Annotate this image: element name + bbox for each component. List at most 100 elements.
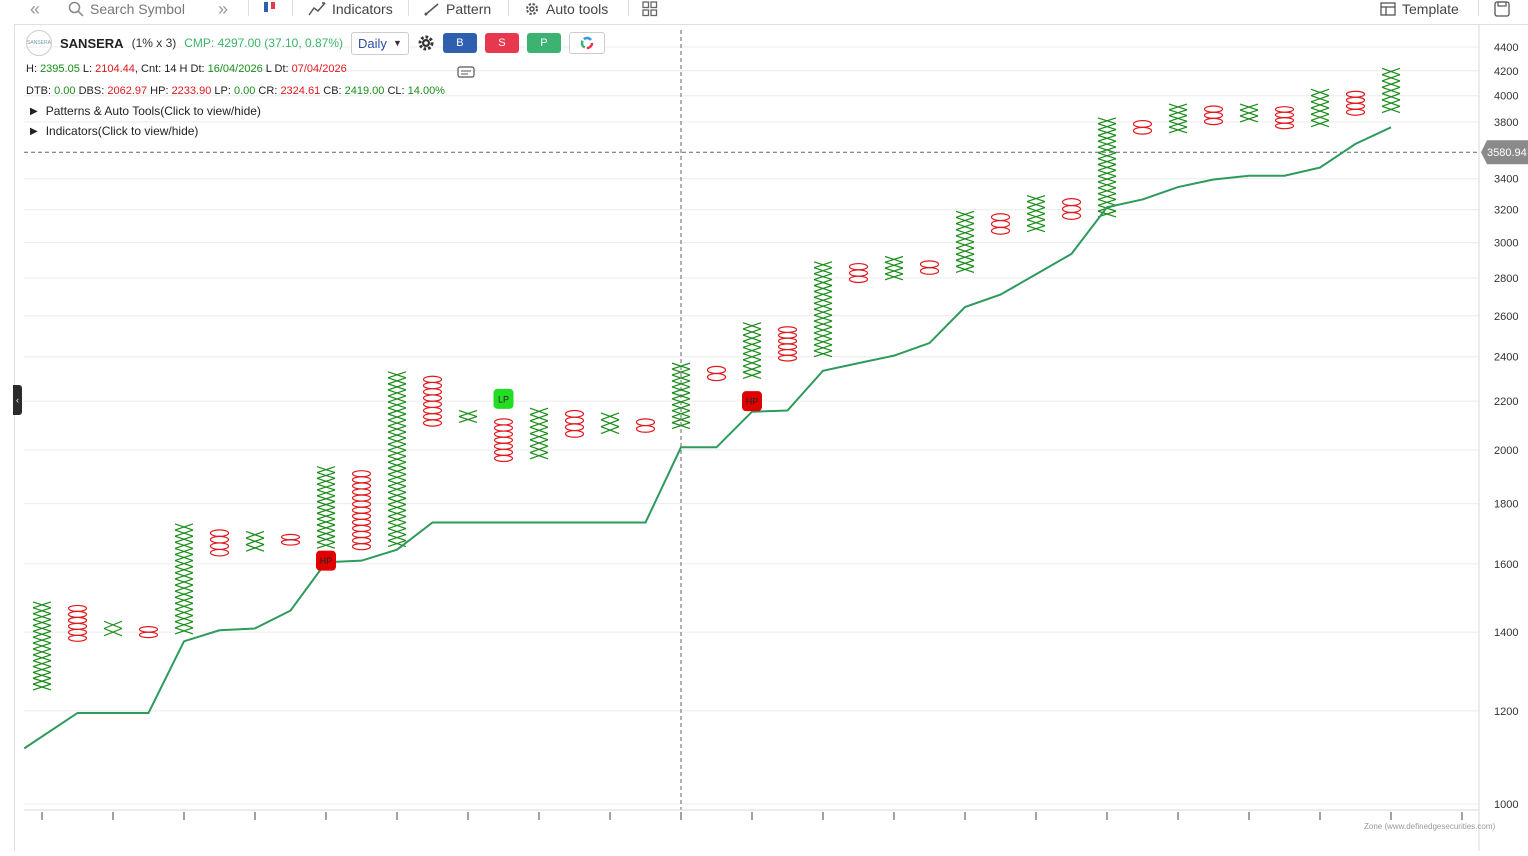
o-column <box>138 626 159 639</box>
x-mark <box>387 527 407 536</box>
o-mark <box>777 331 798 339</box>
x-mark <box>955 241 975 249</box>
y-tick-label: 2000 <box>1494 445 1518 457</box>
comment-icon[interactable] <box>457 66 475 80</box>
marker-label: HP <box>320 556 333 566</box>
x-mark <box>813 302 833 310</box>
x-mark <box>742 359 762 367</box>
indicators-button[interactable]: Indicators <box>308 0 393 18</box>
x-column <box>529 407 549 460</box>
x-mark <box>1026 219 1046 227</box>
x-mark <box>32 677 52 685</box>
o-column <box>493 418 514 463</box>
x-mark <box>1239 103 1259 111</box>
y-tick-label: 2200 <box>1494 396 1518 408</box>
x-mark <box>32 624 52 632</box>
o-mark <box>138 631 159 639</box>
o-column <box>1345 90 1366 116</box>
o-mark <box>67 616 88 624</box>
candle-type-icon[interactable] <box>262 0 278 18</box>
x-column <box>103 620 123 637</box>
x-mark <box>316 530 336 538</box>
o-mark <box>1061 211 1082 220</box>
x-mark <box>529 426 549 435</box>
sell-button[interactable]: S <box>484 33 519 53</box>
x-mark <box>1097 187 1117 195</box>
x-mark <box>1097 198 1117 206</box>
pnf-chart[interactable]: HP LP HP 1000 1200 1400 1600 1800 2000 2200 2400 2… <box>0 24 1528 851</box>
x-mark <box>742 353 762 361</box>
x-mark <box>316 535 336 543</box>
x-mark <box>1168 103 1188 111</box>
patterns-toggle[interactable]: ▶ Patterns & Auto Tools(Click to view/hi… <box>30 104 261 118</box>
x-mark <box>387 413 407 421</box>
x-mark <box>813 308 833 316</box>
x-mark <box>671 368 691 376</box>
template-button[interactable]: Template <box>1380 0 1459 18</box>
marker-badge <box>742 391 762 412</box>
x-mark <box>32 660 52 668</box>
o-mark <box>1061 204 1082 214</box>
x-mark <box>316 489 336 497</box>
x-mark <box>529 451 549 460</box>
o-mark <box>1203 117 1224 126</box>
current-price-label: 3580.94 <box>1487 147 1527 159</box>
o-mark <box>209 548 230 557</box>
x-mark <box>32 642 52 650</box>
o-mark <box>422 381 443 390</box>
expand-right-icon[interactable]: » <box>218 0 229 19</box>
o-mark <box>422 394 443 402</box>
symbol-name[interactable]: SANSERA <box>60 35 124 51</box>
x-mark <box>387 503 407 512</box>
o-mark <box>777 348 798 356</box>
x-mark <box>671 380 691 388</box>
x-mark <box>955 265 975 274</box>
o-mark <box>493 442 514 450</box>
o-mark <box>351 518 372 526</box>
search-symbol[interactable]: Search Symbol <box>68 0 185 18</box>
x-mark <box>387 509 407 518</box>
x-mark <box>174 529 194 537</box>
color-wheel-button[interactable] <box>568 32 605 54</box>
indicators-toggle[interactable]: ▶ Indicators(Click to view/hide) <box>30 124 199 138</box>
y-tick-label: 1800 <box>1494 499 1518 511</box>
x-mark <box>1310 88 1330 97</box>
auto-tools-button[interactable]: Auto tools <box>524 0 608 18</box>
o-mark <box>635 418 656 427</box>
x-mark <box>387 377 407 385</box>
collapse-panel-tab[interactable]: ‹ <box>13 385 22 415</box>
o-mark <box>990 219 1011 228</box>
collapse-left-icon[interactable]: « <box>30 0 41 19</box>
buy-button[interactable]: B <box>442 33 477 53</box>
x-column <box>1097 117 1117 218</box>
x-mark <box>458 409 478 418</box>
x-mark <box>1381 99 1401 107</box>
x-mark <box>884 261 904 269</box>
x-mark <box>174 572 194 580</box>
pattern-button[interactable]: Pattern <box>424 0 491 18</box>
x-mark <box>813 273 833 281</box>
drawing-tools-strip <box>0 24 15 851</box>
o-mark <box>351 524 372 533</box>
timeframe-select[interactable]: Daily ▼ <box>351 31 409 55</box>
x-column <box>1239 103 1259 123</box>
o-column <box>990 213 1011 235</box>
x-mark <box>316 506 336 514</box>
p-button[interactable]: P <box>526 33 561 53</box>
o-mark <box>564 416 585 425</box>
o-column <box>1132 119 1153 135</box>
x-mark <box>32 671 52 679</box>
save-icon[interactable] <box>1494 0 1510 18</box>
settings-gear-icon[interactable] <box>417 34 435 52</box>
x-mark <box>1097 134 1117 142</box>
current-price-tag <box>1481 140 1528 165</box>
chevron-down-icon: ▼ <box>392 38 402 48</box>
x-mark <box>813 338 833 346</box>
expand-triangle-icon: ▶ <box>30 105 38 117</box>
x-mark <box>813 314 833 322</box>
o-mark <box>67 604 88 613</box>
x-mark <box>174 535 194 543</box>
o-mark <box>351 476 372 484</box>
layout-grid-icon[interactable] <box>642 0 658 18</box>
x-mark <box>387 533 407 542</box>
